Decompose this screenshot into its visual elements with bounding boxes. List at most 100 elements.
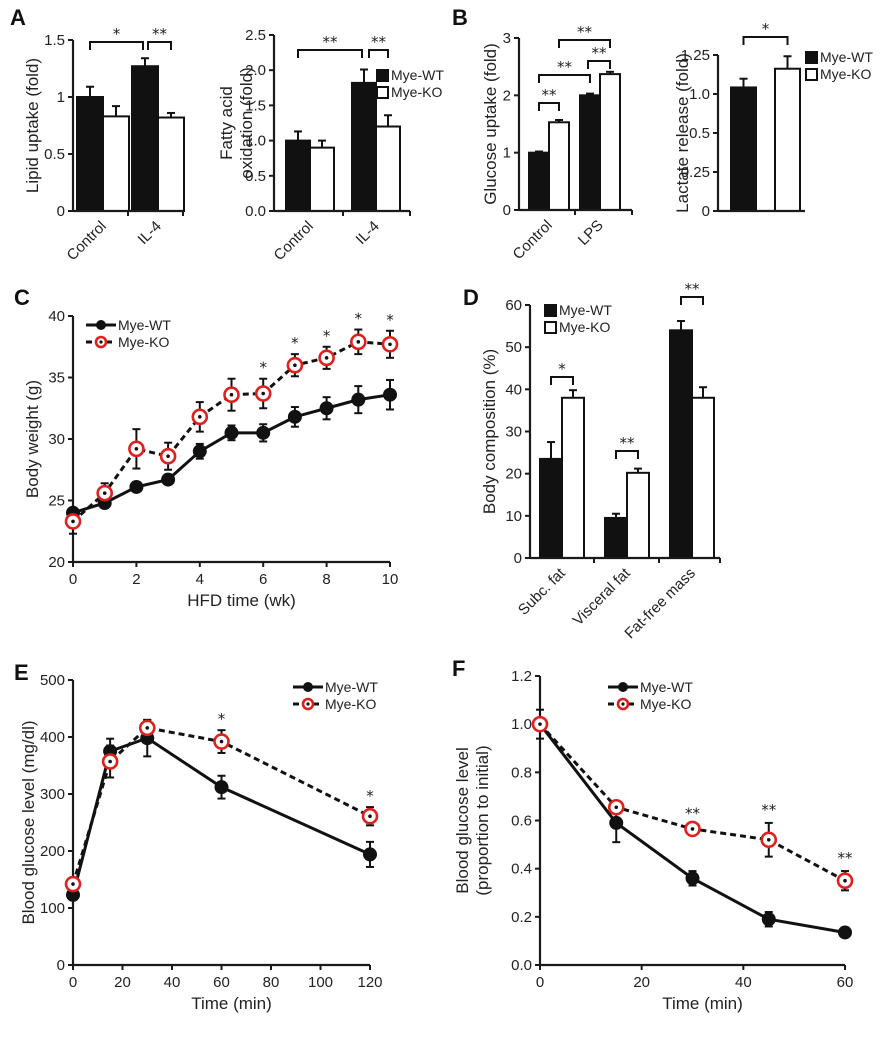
significance-label: * xyxy=(355,310,363,328)
x-tick-label: 6 xyxy=(259,571,267,588)
significance-label: ** xyxy=(542,86,558,104)
data-point-wt xyxy=(214,780,229,795)
significance-label: * xyxy=(291,334,299,352)
y-tick-label: 1.0 xyxy=(245,133,266,150)
data-point-ko-center xyxy=(166,454,170,459)
legend-label-ko: Mye-KO xyxy=(118,334,169,350)
data-point-wt xyxy=(256,425,271,440)
y-tick-label: 0.5 xyxy=(44,146,65,163)
legend-label-wt: Mye-WT xyxy=(118,317,171,333)
y-axis-title-line: Blood glucose level xyxy=(453,747,472,893)
y-tick-label: 40 xyxy=(48,308,65,325)
y-tick-label: 200 xyxy=(40,843,65,860)
chart-f: F 0 20 40 60 Time (min) 0.0 0.2 0.4 0.6 0.8 1.0 1.2 B… xyxy=(452,656,853,1013)
legend-label-wt: Mye-WT xyxy=(559,302,612,318)
bar-wt xyxy=(528,151,550,212)
y-tick-label: 0.6 xyxy=(511,813,532,830)
legend-swatch-wt xyxy=(544,304,557,317)
legend-swatch-ko xyxy=(805,68,818,81)
significance-label: * xyxy=(558,360,566,378)
y-tick-label: 30 xyxy=(48,431,65,448)
panel-label-E: E xyxy=(14,660,29,685)
bar-wt xyxy=(285,139,311,213)
bar-ko xyxy=(599,73,621,212)
legend-label-ko: Mye-KO xyxy=(640,696,691,712)
y-tick-label: 0 xyxy=(702,203,710,220)
significance-label: ** xyxy=(838,849,854,867)
data-point-wt xyxy=(685,871,700,886)
y-tick-label: 0 xyxy=(57,203,65,220)
y-tick-label: 40 xyxy=(505,381,522,398)
x-tick-label: Control xyxy=(64,218,110,264)
significance-label: ** xyxy=(371,33,387,51)
data-point-ko-center xyxy=(71,882,75,886)
data-point-wt xyxy=(609,815,624,830)
legend-marker-wt xyxy=(96,320,106,330)
chart-a2: Control IL-4 0.0 0.5 1.0 1.5 2.0 2.5 Fatty acido… xyxy=(217,27,444,264)
y-tick-label: 2.0 xyxy=(245,62,266,79)
y-tick-label: 50 xyxy=(505,339,522,356)
legend-label-wt: Mye-WT xyxy=(820,49,873,65)
bar-wt xyxy=(604,516,628,559)
panel-label-F: F xyxy=(452,656,465,681)
panel-label-D: D xyxy=(463,285,479,310)
bar-wt xyxy=(76,96,104,212)
y-tick-label: 20 xyxy=(48,554,65,571)
chart-c: C 0 2 4 6 8 10 HFD time (wk) 20 25 30 35 40 Body weig… xyxy=(14,285,398,610)
data-point-ko-center xyxy=(102,491,107,495)
y-tick-label: 1.2 xyxy=(511,668,532,685)
legend-swatch-wt xyxy=(805,51,818,64)
x-tick-label: 100 xyxy=(308,974,333,991)
series-line-wt xyxy=(72,393,391,515)
bar-ko xyxy=(774,67,801,212)
significance-bracket xyxy=(147,41,172,50)
significance-label: * xyxy=(366,787,374,805)
significance-label: * xyxy=(323,327,331,345)
y-tick-label: 0.25 xyxy=(681,164,710,181)
y-axis-title: Glucose uptake (fold) xyxy=(481,43,500,205)
data-point-ko-center xyxy=(261,391,266,396)
significance-bracket xyxy=(550,376,574,385)
y-tick-label: 0 xyxy=(514,550,522,567)
x-tick-label: 0 xyxy=(536,974,544,991)
x-tick-label: 40 xyxy=(735,974,752,991)
legend-label-wt: Mye-WT xyxy=(391,67,444,83)
y-axis-title-line: Fatty acid xyxy=(217,86,236,160)
x-tick-label: 10 xyxy=(382,571,399,588)
y-tick-label: 1.0 xyxy=(511,716,532,733)
data-point-wt xyxy=(761,912,776,927)
y-tick-label: 400 xyxy=(40,729,65,746)
data-point-ko-center xyxy=(145,726,150,730)
significance-label: ** xyxy=(685,805,701,823)
y-axis-title-line: (proportion to initial) xyxy=(473,745,492,895)
data-point-ko-center xyxy=(219,739,224,744)
data-point-wt xyxy=(383,387,397,402)
x-tick-label: IL-4 xyxy=(135,218,165,248)
significance-label: * xyxy=(762,20,770,38)
significance-bracket xyxy=(742,36,789,45)
data-point-ko-center xyxy=(229,392,234,397)
data-point-ko-center xyxy=(614,805,619,810)
x-tick-label: Control xyxy=(271,218,317,264)
x-tick-label: 120 xyxy=(357,974,382,991)
legend-marker-ko-dot xyxy=(621,702,625,706)
data-point-ko-center xyxy=(356,340,361,344)
y-tick-label: 1.5 xyxy=(44,32,65,49)
panel-label-A1: A xyxy=(10,5,26,30)
significance-label: ** xyxy=(592,44,608,62)
x-axis-title: Time (min) xyxy=(191,994,272,1013)
bar-ko xyxy=(561,396,585,559)
legend-swatch-wt xyxy=(376,69,389,82)
x-tick-label: 0 xyxy=(69,974,77,991)
y-axis-title: Lipid uptake (fold) xyxy=(23,58,42,193)
y-axis-title: Blood glucose level (mg/dl) xyxy=(19,720,38,924)
data-point-ko-center xyxy=(108,759,112,764)
bar-ko xyxy=(157,116,185,212)
bar-ko xyxy=(375,125,401,212)
y-axis-title-line: oxidation (fold) xyxy=(237,67,256,179)
significance-label: * xyxy=(218,710,226,728)
data-point-ko-center xyxy=(690,827,695,831)
x-axis-title: HFD time (wk) xyxy=(187,591,296,610)
y-tick-label: 0 xyxy=(503,202,511,219)
